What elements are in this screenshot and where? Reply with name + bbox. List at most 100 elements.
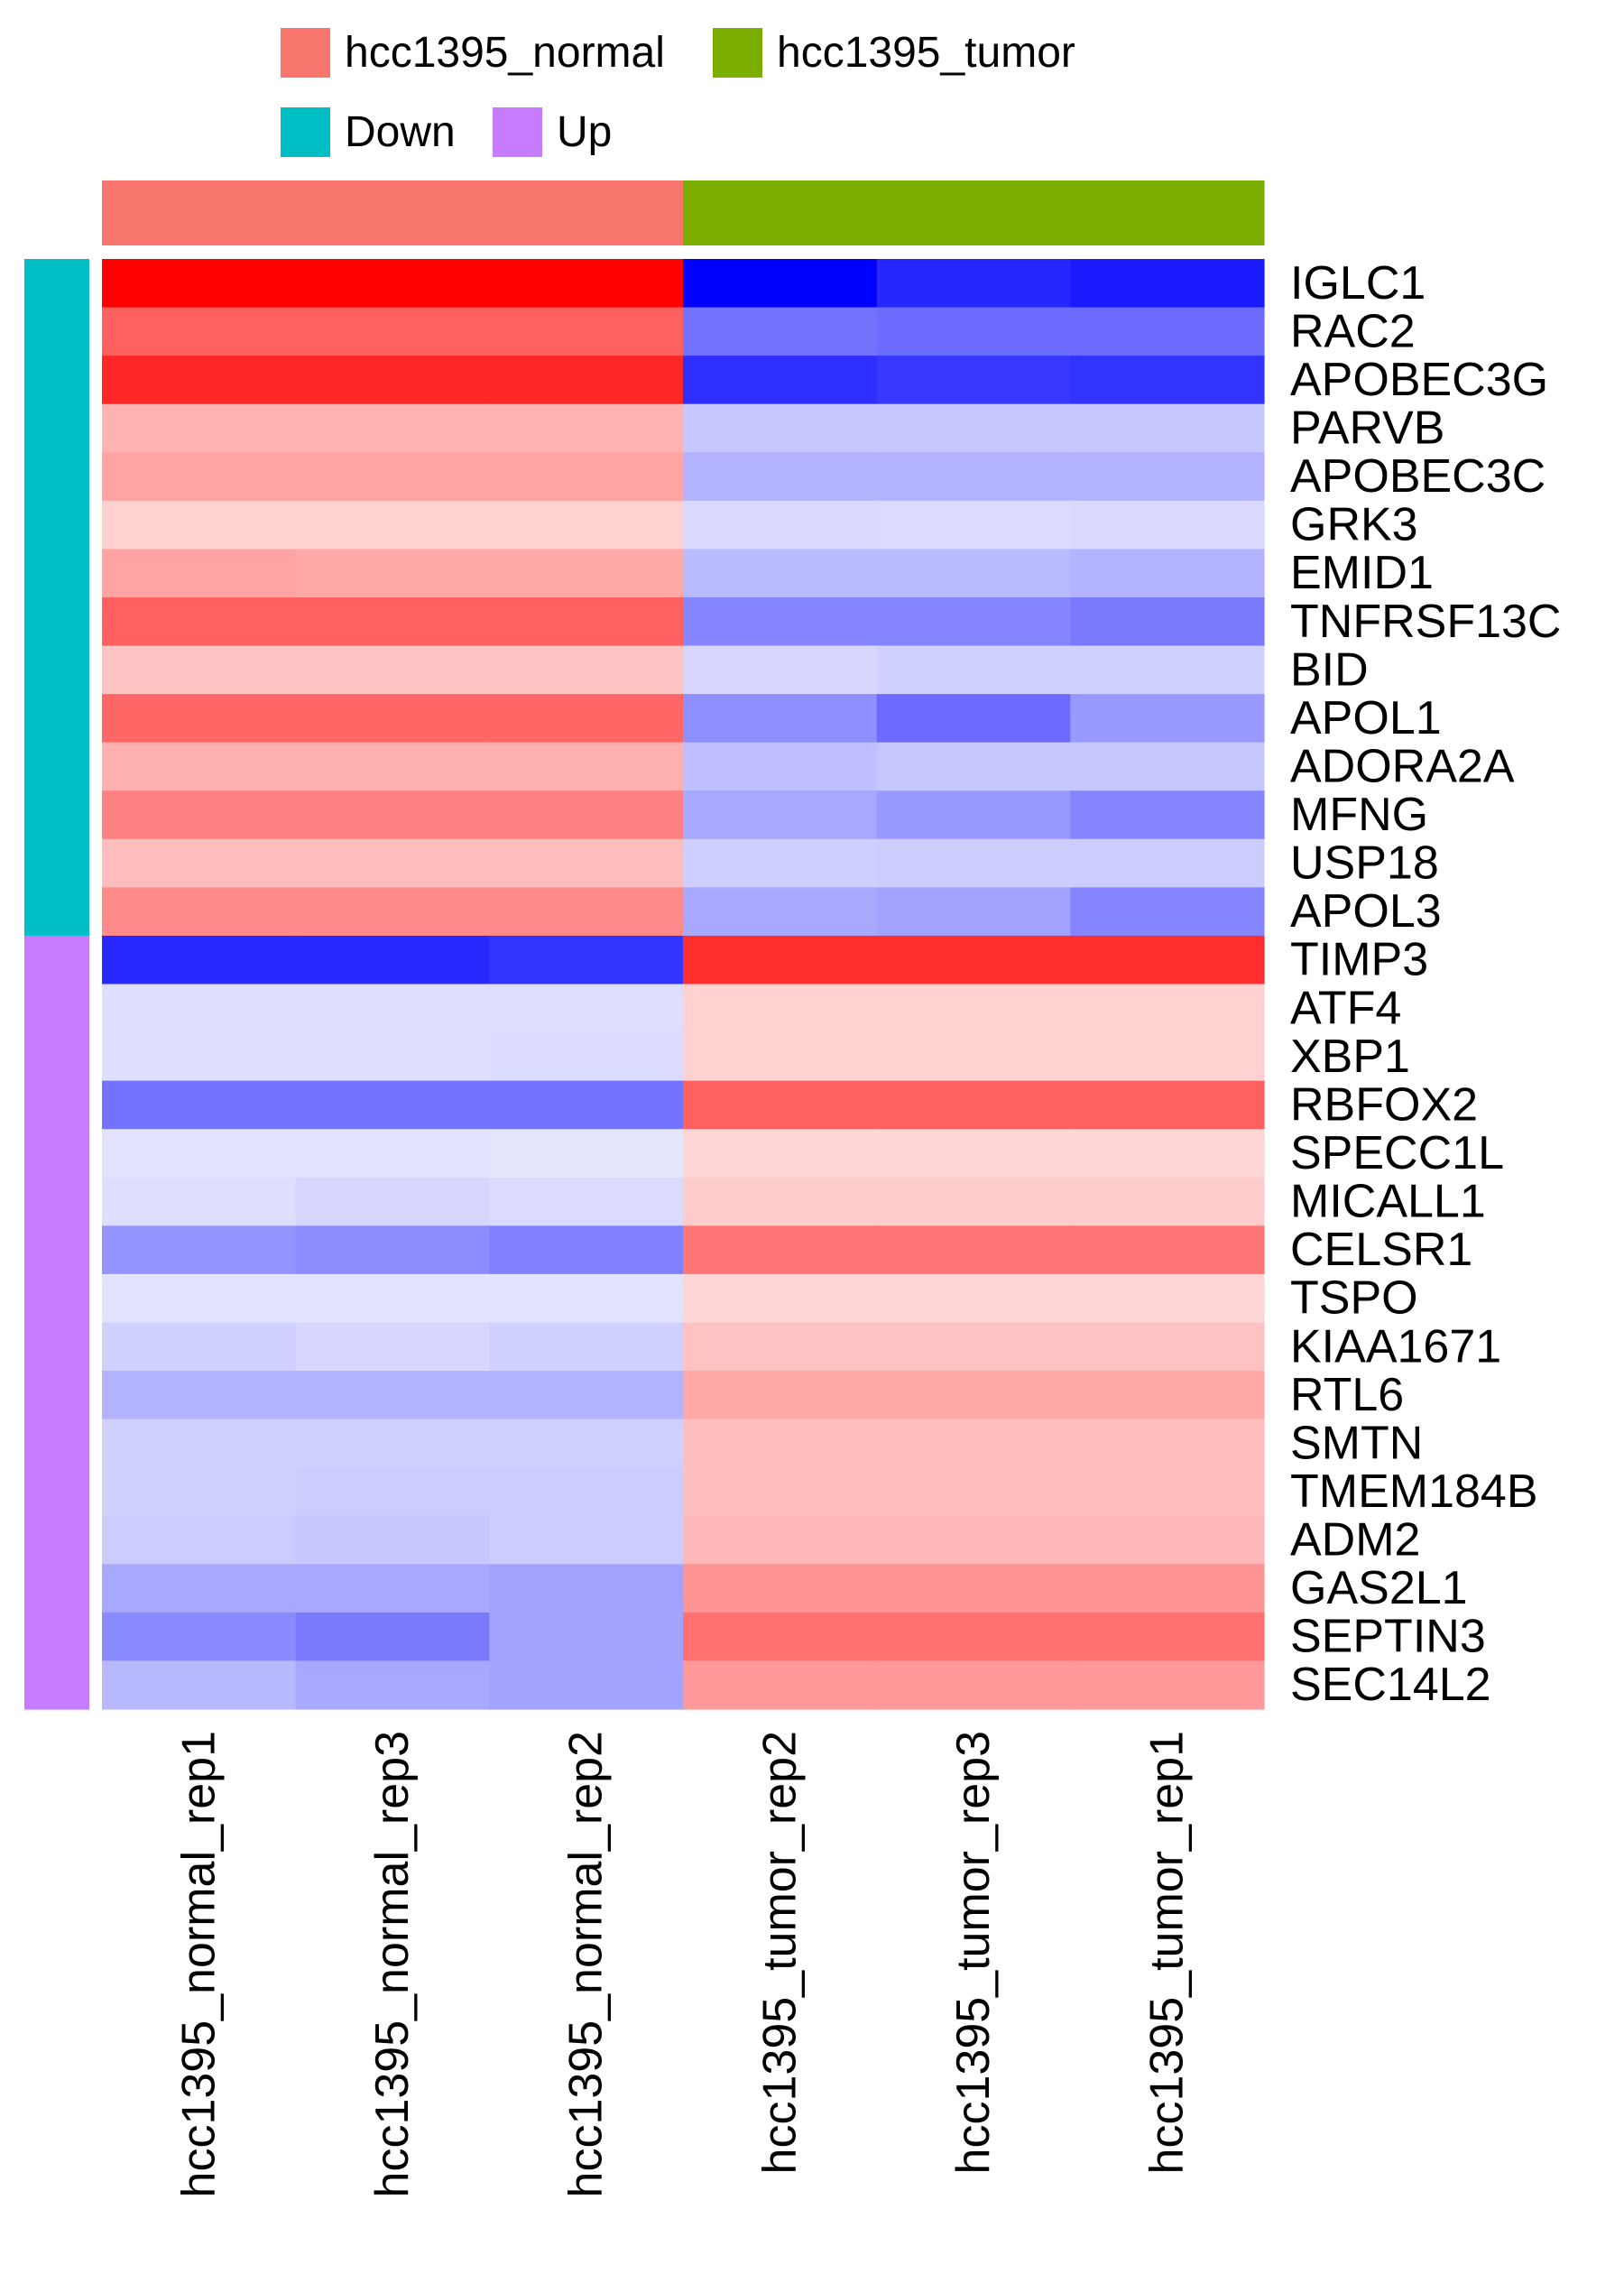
cell-sec14l2-hcc1395-tumor-rep1 xyxy=(1070,1660,1265,1710)
row-group-apol1 xyxy=(24,694,89,744)
cell-adora2a-hcc1395-tumor-rep2 xyxy=(683,742,878,791)
row-label-tnfrsf13c: TNFRSF13C xyxy=(1290,596,1561,648)
cell-adm2-hcc1395-normal-rep1 xyxy=(102,1515,297,1565)
cell-sec14l2-hcc1395-normal-rep2 xyxy=(489,1660,684,1710)
cell-septin3-hcc1395-normal-rep3 xyxy=(295,1612,490,1662)
cell-gas2l1-hcc1395-tumor-rep2 xyxy=(683,1564,878,1613)
cell-apol3-hcc1395-tumor-rep3 xyxy=(876,887,1071,937)
row-group-apobec3c xyxy=(24,452,89,502)
cell-tspo-hcc1395-normal-rep1 xyxy=(102,1273,297,1324)
cell-apobec3c-hcc1395-tumor-rep2 xyxy=(683,452,878,502)
cell-xbp1-hcc1395-tumor-rep3 xyxy=(876,1032,1071,1082)
cell-specc1l-hcc1395-tumor-rep3 xyxy=(876,1129,1071,1179)
cell-specc1l-hcc1395-tumor-rep2 xyxy=(683,1129,878,1179)
cell-rbfox2-hcc1395-tumor-rep2 xyxy=(683,1080,878,1130)
legend: hcc1395_normal hcc1395_tumor Down Up xyxy=(281,28,1075,157)
legend-label-hcc1395-tumor: hcc1395_tumor xyxy=(777,29,1075,77)
cell-tmem184b-hcc1395-tumor-rep3 xyxy=(876,1467,1071,1517)
cell-apol1-hcc1395-normal-rep3 xyxy=(295,694,490,744)
cell-micall1-hcc1395-tumor-rep2 xyxy=(683,1177,878,1226)
row-label-rtl6: RTL6 xyxy=(1290,1369,1404,1421)
cell-tmem184b-hcc1395-normal-rep2 xyxy=(489,1467,684,1517)
cell-apol1-hcc1395-tumor-rep1 xyxy=(1070,694,1265,744)
cell-parvb-hcc1395-normal-rep1 xyxy=(102,403,297,453)
cell-mfng-hcc1395-tumor-rep3 xyxy=(876,790,1071,840)
column-group-hcc1395-tumor-rep3 xyxy=(876,180,1071,245)
cell-septin3-hcc1395-tumor-rep3 xyxy=(876,1612,1071,1662)
cell-rtl6-hcc1395-tumor-rep1 xyxy=(1070,1371,1265,1420)
column-annotation-bar xyxy=(102,180,1265,245)
cell-xbp1-hcc1395-normal-rep3 xyxy=(295,1032,490,1082)
cell-apol1-hcc1395-tumor-rep3 xyxy=(876,694,1071,744)
cell-timp3-hcc1395-normal-rep2 xyxy=(489,935,684,985)
cell-tmem184b-hcc1395-tumor-rep2 xyxy=(683,1467,878,1517)
cell-parvb-hcc1395-tumor-rep2 xyxy=(683,403,878,453)
cell-apobec3g-hcc1395-normal-rep2 xyxy=(489,356,684,405)
cell-emid1-hcc1395-normal-rep1 xyxy=(102,549,297,598)
cell-specc1l-hcc1395-normal-rep1 xyxy=(102,1129,297,1179)
cell-emid1-hcc1395-normal-rep2 xyxy=(489,549,684,598)
cell-apobec3c-hcc1395-tumor-rep1 xyxy=(1070,452,1265,502)
row-label-mfng: MFNG xyxy=(1290,789,1428,841)
cell-adora2a-hcc1395-normal-rep3 xyxy=(295,742,490,791)
cell-bid-hcc1395-normal-rep1 xyxy=(102,645,297,695)
cell-apol3-hcc1395-normal-rep2 xyxy=(489,887,684,937)
cell-apobec3c-hcc1395-tumor-rep3 xyxy=(876,452,1071,502)
cell-kiaa1671-hcc1395-normal-rep2 xyxy=(489,1322,684,1372)
cell-iglc1-hcc1395-tumor-rep1 xyxy=(1070,259,1265,309)
cell-kiaa1671-hcc1395-tumor-rep2 xyxy=(683,1322,878,1372)
cell-rbfox2-hcc1395-normal-rep1 xyxy=(102,1080,297,1130)
cell-bid-hcc1395-normal-rep3 xyxy=(295,645,490,695)
cell-timp3-hcc1395-tumor-rep2 xyxy=(683,935,878,985)
row-label-tspo: TSPO xyxy=(1290,1272,1418,1325)
column-group-hcc1395-tumor-rep2 xyxy=(683,180,878,245)
column-labels: hcc1395_normal_rep1 hcc1395_normal_rep3 hc… xyxy=(172,1731,1193,2197)
cell-sec14l2-hcc1395-normal-rep1 xyxy=(102,1660,297,1710)
row-group-micall1 xyxy=(24,1177,89,1226)
row-label-parvb: PARVB xyxy=(1290,402,1445,454)
cell-adm2-hcc1395-tumor-rep3 xyxy=(876,1515,1071,1565)
cell-atf4-hcc1395-normal-rep2 xyxy=(489,984,684,1033)
cell-apobec3g-hcc1395-tumor-rep2 xyxy=(683,356,878,405)
cell-septin3-hcc1395-normal-rep2 xyxy=(489,1612,684,1662)
row-group-smtn xyxy=(24,1419,89,1468)
cell-iglc1-hcc1395-tumor-rep3 xyxy=(876,259,1071,309)
legend-label-up: Up xyxy=(557,108,612,156)
cell-grk3-hcc1395-normal-rep2 xyxy=(489,500,684,550)
cell-tmem184b-hcc1395-normal-rep3 xyxy=(295,1467,490,1517)
cell-apobec3g-hcc1395-tumor-rep1 xyxy=(1070,356,1265,405)
cell-tnfrsf13c-hcc1395-normal-rep2 xyxy=(489,596,684,647)
row-label-apol3: APOL3 xyxy=(1290,885,1442,938)
cell-usp18-hcc1395-normal-rep1 xyxy=(102,838,297,888)
cell-gas2l1-hcc1395-tumor-rep3 xyxy=(876,1564,1071,1613)
column-group-hcc1395-normal-rep3 xyxy=(295,180,490,245)
cell-usp18-hcc1395-normal-rep3 xyxy=(295,838,490,888)
cell-xbp1-hcc1395-tumor-rep2 xyxy=(683,1032,878,1082)
cell-sec14l2-hcc1395-tumor-rep2 xyxy=(683,1660,878,1710)
row-group-bid xyxy=(24,645,89,695)
cell-sec14l2-hcc1395-tumor-rep3 xyxy=(876,1660,1071,1710)
cell-apol1-hcc1395-tumor-rep2 xyxy=(683,694,878,744)
cell-celsr1-hcc1395-tumor-rep2 xyxy=(683,1225,878,1275)
row-group-tnfrsf13c xyxy=(24,596,89,647)
cell-rbfox2-hcc1395-tumor-rep3 xyxy=(876,1080,1071,1130)
cell-grk3-hcc1395-normal-rep3 xyxy=(295,500,490,550)
cell-celsr1-hcc1395-normal-rep2 xyxy=(489,1225,684,1275)
row-group-apol3 xyxy=(24,887,89,937)
column-group-hcc1395-normal-rep2 xyxy=(489,180,684,245)
row-label-apobec3g: APOBEC3G xyxy=(1290,354,1548,406)
cell-parvb-hcc1395-tumor-rep1 xyxy=(1070,403,1265,453)
cell-iglc1-hcc1395-normal-rep3 xyxy=(295,259,490,309)
row-label-emid1: EMID1 xyxy=(1290,547,1434,599)
cell-celsr1-hcc1395-tumor-rep3 xyxy=(876,1225,1071,1275)
cell-xbp1-hcc1395-tumor-rep1 xyxy=(1070,1032,1265,1082)
row-label-gas2l1: GAS2L1 xyxy=(1290,1562,1468,1614)
column-label-hcc1395-normal-rep2: hcc1395_normal_rep2 xyxy=(560,1731,613,2197)
column-group-hcc1395-normal-rep1 xyxy=(102,180,297,245)
cell-specc1l-hcc1395-tumor-rep1 xyxy=(1070,1129,1265,1179)
cell-rtl6-hcc1395-tumor-rep2 xyxy=(683,1371,878,1420)
cell-tspo-hcc1395-normal-rep2 xyxy=(489,1273,684,1324)
cell-grk3-hcc1395-normal-rep1 xyxy=(102,500,297,550)
cell-rtl6-hcc1395-normal-rep2 xyxy=(489,1371,684,1420)
